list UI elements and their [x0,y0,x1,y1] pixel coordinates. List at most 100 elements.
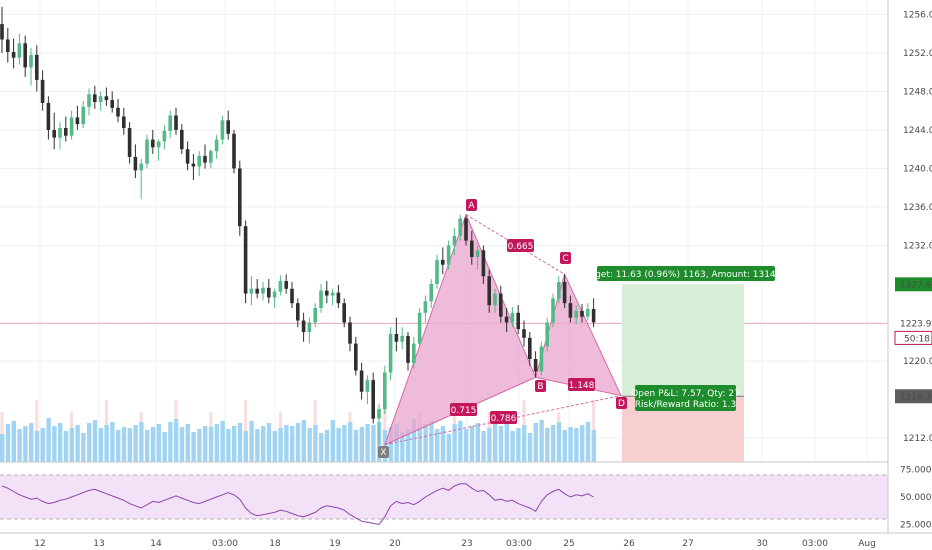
x-tick-0: 12 [34,539,45,549]
svg-text:D: D [618,399,625,409]
volume-bar-94 [545,428,550,462]
volume-bar-52 [301,420,306,462]
x-tick-12: 30 [756,539,768,549]
candle-body-71 [412,343,416,363]
point-c-label: C [560,252,571,264]
volume-bar-73 [423,424,428,462]
candle-body-1 [6,39,10,52]
volume-bar-5 [29,423,34,462]
candle-body-57 [330,292,335,296]
volume-bar-54 [313,425,318,462]
candle-body-74 [429,283,433,302]
candle-body-81 [470,240,474,257]
target-zone [622,284,744,397]
candle-body-45 [261,287,265,294]
volume-bar-98 [568,427,573,462]
target-label: Target: 11.63 (0.96%) 1163, Amount: 1314… [581,266,790,281]
volume-bar-56 [324,430,330,462]
volume-bar-12 [69,428,74,462]
volume-bar-93 [539,420,544,462]
rsi-band [0,475,888,519]
volume-bar-74 [429,421,434,462]
volume-bar-61 [353,430,359,462]
candle-body-36 [209,151,213,163]
stop-price-badge: 1216.33 [900,392,932,402]
volume-bar-87 [504,423,509,462]
volume-bar-48 [278,428,283,462]
volume-bar-30 [174,419,179,462]
candle-body-41 [238,168,242,227]
volume-bar-67 [388,427,393,462]
volume-bar-15 [87,423,92,462]
volume-bar-75 [435,429,440,462]
candle-body-54 [313,308,317,323]
rsi-pane: 75.0000 50.0000 25.0000 [0,466,932,531]
volume-bar-62 [359,427,364,462]
candle-body-21 [122,116,126,129]
volume-bar-69 [400,432,405,462]
position-zones[interactable] [622,284,744,462]
volume-bar-78 [452,424,457,462]
candle-body-43 [249,288,254,294]
target-price-badge-bg [895,277,932,292]
volume-bar-32 [185,424,190,462]
candle-body-17 [98,96,103,103]
candle-body-52 [301,320,306,333]
volume-hi-54 [313,400,317,425]
candle-body-56 [325,290,329,296]
volume-hi-30 [174,400,178,419]
candle-body-19 [110,100,114,108]
x-tick-13: 03:00 [802,539,828,549]
candle-body-58 [336,292,341,304]
candle-body-49 [284,281,288,289]
volume-bar-64 [371,425,376,462]
svg-text:Open P&L: 7.57, Qty: 27: Open P&L: 7.57, Qty: 27 [631,389,740,399]
svg-text:Risk/Reward Ratio: 1.3: Risk/Reward Ratio: 1.3 [635,400,736,410]
x-tick-7: 23 [461,539,472,549]
svg-text:C: C [562,254,568,264]
candle-body-10 [58,128,62,138]
volume-bar-11 [63,431,69,462]
volume-hi-18 [104,400,108,425]
candle-body-44 [255,288,259,294]
volume-bar-24 [139,422,144,462]
volume-bar-14 [81,433,86,462]
volume-bar-83 [481,431,486,462]
candle-body-22 [127,128,132,157]
volume-hi-0 [0,412,4,434]
candle-body-38 [220,120,225,140]
candle-body-72 [417,312,422,344]
x-tick-10: 26 [623,539,635,549]
volume-bar-7 [40,428,45,462]
candle-body-64 [371,380,375,419]
volume-bar-39 [226,429,231,462]
target-price-badge: 1227.96 [900,280,932,290]
candle-body-48 [278,281,283,292]
volume-bar-63 [365,424,370,462]
candle-body-23 [133,156,138,171]
volume-bar-51 [295,423,301,462]
volume-bar-53 [307,428,312,462]
candle-body-34 [197,155,201,167]
candle-body-77 [446,245,451,265]
volume-bar-100 [580,425,585,462]
candle-body-55 [319,290,323,308]
volume-bar-81 [469,426,475,462]
volume-bar-60 [348,422,353,462]
svg-text:A: A [468,201,475,211]
volume-bar-59 [342,425,347,462]
y-tick-9: 1220.00 [903,357,932,367]
candle-body-15 [87,94,91,107]
svg-text:0.786: 0.786 [491,414,517,424]
volume-bar-88 [510,431,515,462]
y-tick-6: 1232.00 [903,241,932,251]
volume-bar-35 [203,426,208,462]
candle-body-13 [75,117,80,125]
volume-hi-36 [209,412,213,427]
volume-hi-6 [35,400,39,431]
x-tick-1: 13 [93,539,104,549]
candle-body-59 [342,303,346,323]
